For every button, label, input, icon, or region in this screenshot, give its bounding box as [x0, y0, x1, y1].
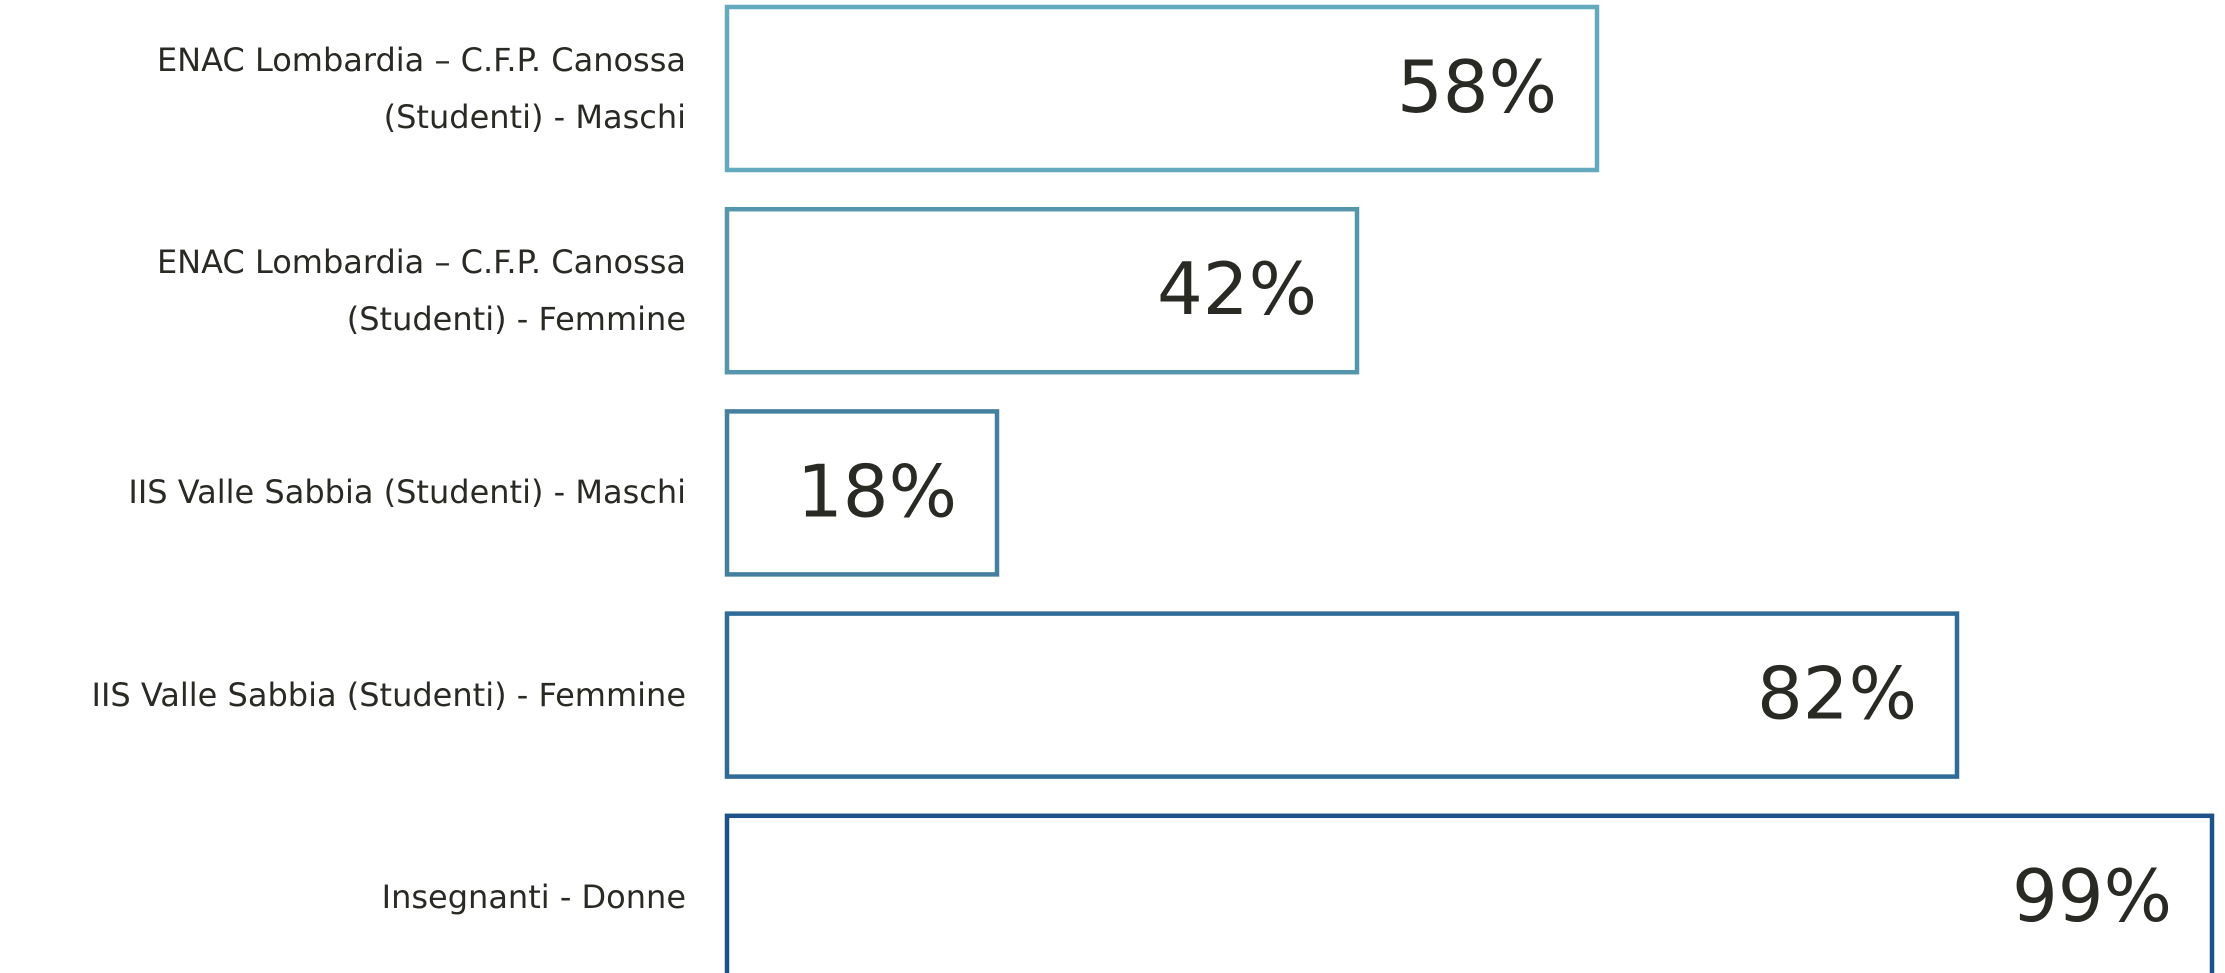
bar — [724, 4, 1600, 173]
category-label: Insegnanti - Donne — [381, 877, 686, 916]
bar — [724, 813, 2215, 973]
category-label: ENAC Lombardia – C.F.P. Canossa (Student… — [156, 40, 686, 136]
category-label: IIS Valle Sabbia (Studenti) - Femmine — [91, 675, 687, 714]
category-label: ENAC Lombardia – C.F.P. Canossa (Student… — [156, 242, 686, 338]
value-label: 58% — [1397, 45, 1557, 129]
value-label: 18% — [797, 449, 957, 533]
value-label: 82% — [1757, 652, 1917, 736]
value-label: 99% — [2012, 854, 2172, 938]
value-label: 42% — [1157, 247, 1317, 331]
bar — [724, 611, 1960, 779]
bar — [724, 206, 1360, 375]
bar — [724, 409, 1000, 577]
category-label: IIS Valle Sabbia (Studenti) - Maschi — [128, 473, 686, 512]
